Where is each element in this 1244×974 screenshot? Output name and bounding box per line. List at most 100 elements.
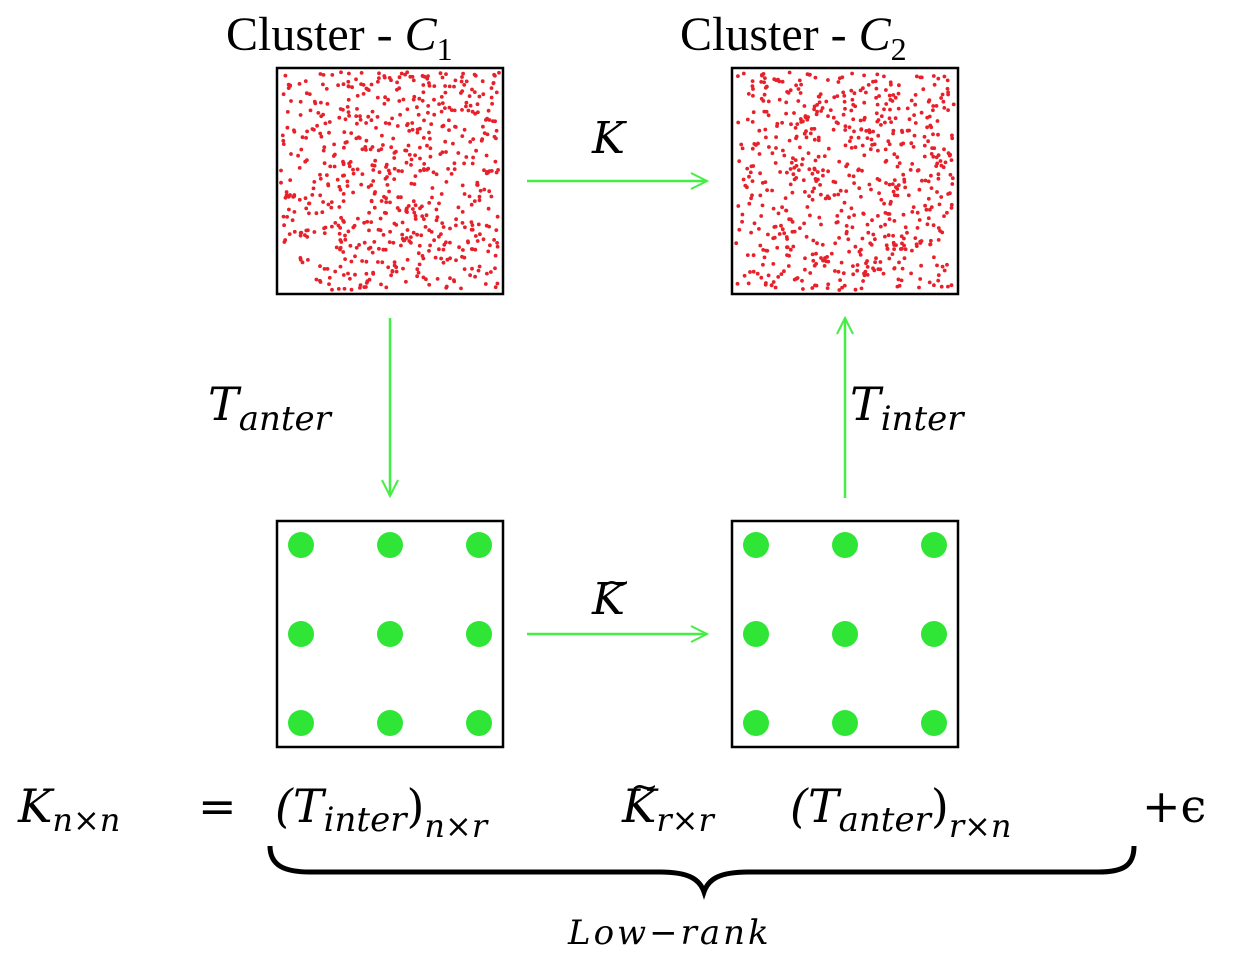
dense-point: [325, 267, 330, 271]
dense-point: [292, 210, 297, 214]
dense-point: [775, 245, 780, 250]
dense-point: [828, 108, 833, 112]
dense-point: [312, 127, 316, 132]
dense-point: [395, 87, 399, 92]
dense-point: [914, 244, 919, 249]
dense-point: [318, 176, 323, 181]
dense-point: [443, 106, 447, 110]
dense-point: [884, 181, 888, 185]
dense-point: [392, 166, 397, 171]
dense-point: [810, 252, 815, 257]
dense-point: [439, 256, 443, 261]
dense-point: [442, 242, 447, 247]
dense-point: [752, 221, 757, 226]
dense-point: [835, 94, 840, 98]
dense-point: [915, 210, 920, 215]
dense-point: [320, 210, 325, 215]
dense-point: [942, 147, 946, 152]
dense-point: [910, 162, 915, 166]
dense-point: [892, 193, 897, 198]
dense-point: [897, 260, 901, 265]
dense-point: [823, 196, 828, 201]
dense-point: [338, 107, 343, 111]
dense-point: [760, 203, 765, 208]
dense-point: [940, 264, 945, 269]
dense-point: [858, 253, 863, 257]
dense-point: [812, 263, 817, 268]
dense-point: [318, 131, 323, 136]
dense-point: [883, 147, 888, 152]
dense-point: [928, 207, 932, 212]
dense-point: [341, 192, 346, 196]
dense-point: [298, 113, 303, 117]
dense-point: [392, 177, 397, 182]
dense-point: [918, 277, 923, 281]
equation-equals: =: [198, 779, 237, 833]
dense-point: [407, 152, 412, 157]
dense-point: [819, 222, 823, 227]
dense-point: [826, 78, 830, 82]
dense-point: [750, 79, 755, 83]
dense-point: [494, 90, 499, 95]
dense-point: [341, 82, 346, 87]
dense-point: [780, 205, 784, 210]
dense-point: [852, 213, 856, 218]
dense-point: [782, 269, 786, 274]
dense-point: [337, 115, 342, 120]
dense-point: [936, 278, 941, 283]
dense-point: [829, 251, 834, 256]
dense-point: [327, 120, 332, 124]
dense-point: [810, 171, 815, 176]
dense-point: [425, 143, 429, 148]
dense-point: [923, 203, 927, 208]
dense-point: [413, 153, 417, 158]
dense-point: [322, 161, 327, 166]
dense-point: [381, 233, 386, 237]
dense-point: [929, 205, 934, 210]
dense-point: [336, 83, 340, 88]
dense-point: [346, 79, 351, 84]
dense-point: [937, 202, 942, 207]
dense-point: [355, 121, 359, 126]
dense-point: [299, 147, 304, 152]
dense-point: [354, 77, 358, 82]
dense-point: [837, 159, 842, 164]
dense-point: [936, 172, 941, 177]
dense-point: [303, 159, 308, 164]
dense-point: [417, 262, 422, 267]
dense-point: [421, 136, 426, 140]
dense-point: [923, 178, 928, 183]
dense-point: [441, 247, 446, 252]
dense-point: [832, 95, 837, 100]
dense-point: [896, 277, 901, 282]
dense-point: [363, 145, 368, 149]
dense-point: [934, 155, 939, 160]
dense-point: [485, 271, 489, 276]
dense-point: [310, 193, 315, 197]
dense-point: [812, 137, 817, 142]
dense-point: [882, 107, 886, 112]
dense-point: [888, 202, 893, 206]
landmark-point: [288, 621, 314, 647]
dense-point: [844, 224, 849, 228]
dense-point: [812, 107, 816, 112]
dense-point: [762, 80, 766, 85]
dense-point: [357, 136, 362, 140]
dense-point: [779, 223, 783, 228]
dense-point: [839, 208, 844, 213]
dense-point: [343, 140, 348, 145]
dense-point: [788, 247, 793, 252]
dense-point: [415, 105, 419, 110]
dense-point: [497, 70, 501, 75]
dense-point: [734, 241, 739, 246]
dense-point: [322, 231, 327, 236]
dense-point: [384, 211, 388, 216]
dense-point: [802, 221, 806, 226]
dense-point: [913, 93, 918, 97]
dense-point: [437, 247, 441, 252]
dense-point: [279, 168, 283, 173]
dense-point: [928, 242, 933, 247]
dense-point: [297, 82, 302, 86]
dense-point: [281, 214, 286, 219]
dense-point: [285, 125, 290, 130]
